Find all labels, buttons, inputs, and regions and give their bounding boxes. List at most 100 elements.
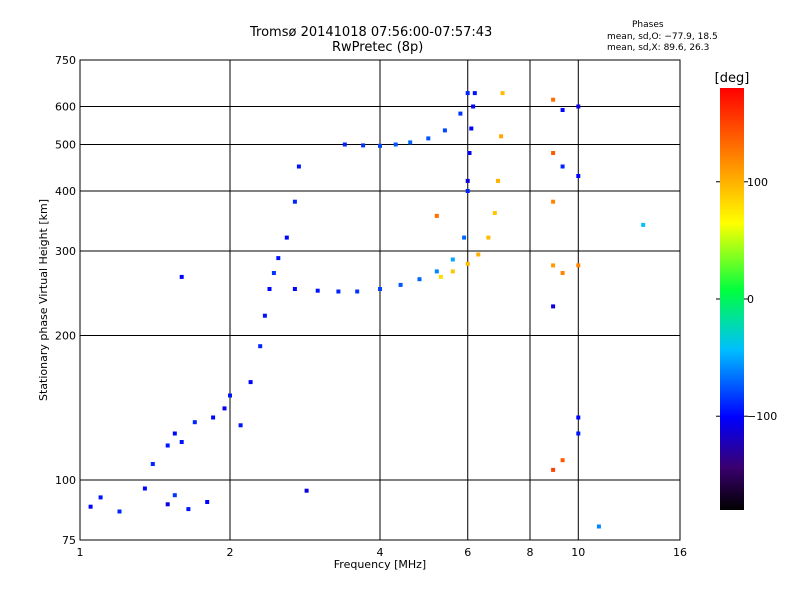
data-point xyxy=(315,288,320,293)
data-point xyxy=(551,199,556,204)
data-point xyxy=(248,380,253,385)
data-point xyxy=(398,282,403,287)
phase-stats-x: mean, sd,X: 89.6, 26.3 xyxy=(607,43,710,53)
y-tick-label: 750 xyxy=(55,54,76,67)
series-interference-column-9-mhz xyxy=(551,97,565,472)
data-point xyxy=(179,440,184,444)
data-point xyxy=(262,313,267,318)
data-point xyxy=(462,235,467,240)
data-point xyxy=(342,142,347,147)
colorbar-tick-label: −100 xyxy=(747,410,777,423)
data-point xyxy=(276,256,281,261)
phase-stats-heading: Phases xyxy=(632,20,664,30)
data-point xyxy=(496,178,500,183)
data-point xyxy=(450,269,455,274)
data-point xyxy=(88,504,93,509)
data-point xyxy=(450,257,455,262)
y-tick-label: 300 xyxy=(55,245,76,258)
data-point xyxy=(458,111,463,116)
data-point xyxy=(434,269,439,274)
data-point xyxy=(551,151,556,155)
data-point xyxy=(472,91,477,96)
data-point xyxy=(172,493,177,498)
data-point xyxy=(393,142,398,147)
data-point xyxy=(576,174,581,178)
data-point xyxy=(304,488,309,493)
y-tick-label: 400 xyxy=(55,185,76,198)
x-tick-label: 4 xyxy=(377,546,384,559)
data-point xyxy=(551,97,556,102)
colorbar xyxy=(720,88,744,510)
data-point xyxy=(150,462,155,466)
series-low-frequency-spread xyxy=(150,393,232,466)
plot-frame xyxy=(79,59,681,541)
y-tick-label: 75 xyxy=(62,534,76,547)
data-point xyxy=(179,274,184,279)
data-point xyxy=(500,91,505,96)
chart-subtitle: RwPretec (8p) xyxy=(332,40,424,55)
x-tick-label: 1 xyxy=(77,546,84,559)
series-isolated-echoes xyxy=(179,213,646,529)
data-point xyxy=(292,199,297,204)
y-axis-label: Stationary phase Virtual Height [km] xyxy=(37,199,50,401)
data-point xyxy=(192,420,197,425)
data-point xyxy=(271,271,276,275)
phase-stats-o: mean, sd,O: −77.9, 18.5 xyxy=(607,32,718,42)
data-point xyxy=(576,415,581,420)
series-f2-x-mode-trace xyxy=(438,91,505,279)
series-interference-column-10-mhz xyxy=(576,104,581,436)
data-point xyxy=(165,502,170,507)
y-tick-label: 600 xyxy=(55,101,76,114)
data-point xyxy=(211,415,216,420)
data-point xyxy=(117,509,122,514)
data-point xyxy=(142,486,147,491)
data-point xyxy=(471,104,476,109)
data-point xyxy=(361,143,366,148)
data-point xyxy=(465,178,470,183)
data-point xyxy=(267,287,272,291)
x-tick-label: 8 xyxy=(527,546,534,559)
colorbar-label: [deg] xyxy=(715,71,750,86)
series-f2-o-mode-cusp xyxy=(465,91,477,183)
data-point xyxy=(186,507,191,512)
data-point xyxy=(426,136,431,141)
data-point xyxy=(560,108,565,112)
data-point xyxy=(492,211,497,215)
data-point xyxy=(596,524,601,529)
series-f1-spread-column xyxy=(238,164,301,428)
data-point xyxy=(551,304,556,309)
data-point xyxy=(438,274,443,279)
x-axis-label: Frequency [MHz] xyxy=(334,558,426,571)
data-point xyxy=(284,235,289,240)
y-tick-label: 200 xyxy=(55,330,76,343)
data-point xyxy=(434,213,439,218)
data-point xyxy=(98,495,103,500)
series-f2-o-mode-trace xyxy=(292,189,470,294)
data-point xyxy=(560,164,565,169)
data-point xyxy=(576,431,581,436)
x-tick-label: 2 xyxy=(227,546,234,559)
data-point xyxy=(499,134,504,139)
x-tick-label: 6 xyxy=(464,546,471,559)
data-point xyxy=(222,406,227,411)
data-point xyxy=(378,287,382,291)
data-point xyxy=(551,467,556,472)
data-point xyxy=(417,277,422,282)
y-tick-label: 100 xyxy=(55,474,76,487)
data-point xyxy=(465,261,470,266)
colorbar-tick-label: 0 xyxy=(747,293,754,306)
data-point xyxy=(228,393,232,398)
data-point xyxy=(486,235,491,240)
data-point xyxy=(469,126,474,131)
data-point xyxy=(378,143,382,148)
data-point xyxy=(336,289,341,294)
data-point xyxy=(576,104,581,109)
data-point xyxy=(476,252,481,257)
x-tick-label: 16 xyxy=(673,546,687,559)
series-e-region-sporadic-echoes xyxy=(88,486,210,514)
data-point xyxy=(560,458,565,463)
x-tick-label: 10 xyxy=(571,546,585,559)
data-point xyxy=(238,423,243,428)
data-point xyxy=(551,263,556,268)
